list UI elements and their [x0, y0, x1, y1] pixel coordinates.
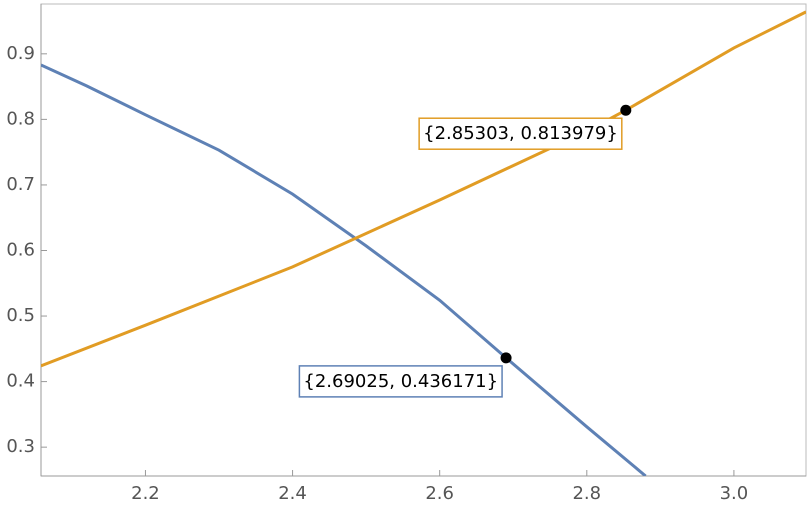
label-text: {2.85303, 0.813979}	[423, 123, 618, 144]
point-label: {2.85303, 0.813979}	[418, 117, 623, 150]
y-tick-label: 0.6	[6, 239, 35, 260]
y-tick-label: 0.5	[6, 305, 35, 326]
y-tick-label: 0.8	[6, 108, 35, 129]
point-label: {2.69025, 0.436171}	[298, 365, 503, 398]
frame	[40, 3, 807, 477]
label-box	[298, 365, 503, 398]
line	[41, 63, 647, 476]
point	[500, 352, 512, 364]
x-tick-label: 2.6	[425, 483, 454, 504]
y-tick-label: 0.9	[6, 43, 35, 64]
label-box	[418, 117, 623, 150]
x-tick-label: 2.4	[278, 483, 307, 504]
y-tick-label: 0.4	[6, 371, 35, 392]
x-tick-label: 2.2	[131, 483, 160, 504]
y-tick-label: 0.3	[6, 436, 35, 457]
point	[620, 104, 632, 116]
y-tick-label: 0.7	[6, 174, 35, 195]
label-text: {2.69025, 0.436171}	[303, 371, 498, 392]
x-tick-label: 3.0	[720, 483, 749, 504]
x-tick-label: 2.8	[572, 483, 601, 504]
line	[41, 10, 806, 368]
